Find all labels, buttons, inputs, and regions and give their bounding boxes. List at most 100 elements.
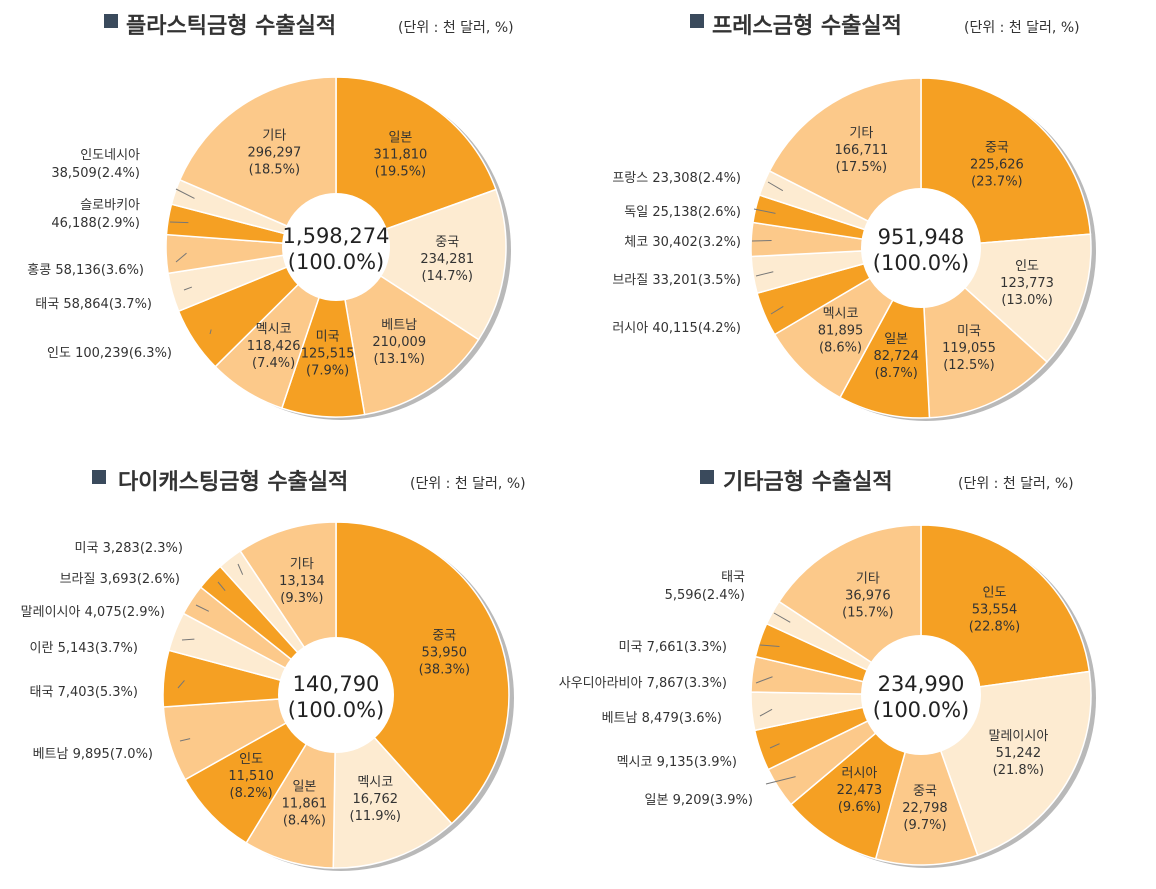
slice-callout: 체코 30,402(3.2%) bbox=[624, 235, 741, 250]
total-percent: (100.0%) bbox=[288, 250, 384, 274]
slice-label-percent: (8.6%) bbox=[819, 341, 862, 356]
slice-label-percent: (18.5%) bbox=[249, 162, 300, 177]
slice-label-percent: (19.5%) bbox=[375, 164, 426, 179]
leader-line bbox=[183, 286, 193, 291]
slice-callout: 일본 9,209(3.9%) bbox=[645, 793, 753, 808]
leader-line bbox=[753, 208, 776, 214]
slice-label-name: 러시아 bbox=[841, 766, 877, 781]
unit-note: (단위 : 천 달러, %) bbox=[964, 20, 1080, 36]
slice-label-value: 210,009 bbox=[372, 335, 426, 350]
slice-label-name: 일본 bbox=[292, 780, 316, 795]
slice-label-percent: (13.1%) bbox=[373, 352, 424, 367]
slice-label-value: 81,895 bbox=[818, 324, 864, 339]
leader-line bbox=[759, 708, 773, 717]
slice-callout-name: 인도네시아 bbox=[80, 148, 140, 163]
slice-label-value: 11,861 bbox=[282, 797, 328, 812]
leader-line bbox=[751, 239, 772, 242]
slice-callout: 프랑스 23,308(2.4%) bbox=[612, 171, 741, 186]
title-bullet-icon bbox=[690, 14, 704, 28]
pie-slice bbox=[335, 76, 497, 249]
slice-label-value: 123,773 bbox=[1000, 276, 1054, 291]
slice-label-name: 미국 bbox=[957, 324, 981, 339]
leader-line bbox=[767, 181, 784, 192]
slice-label-percent: (8.4%) bbox=[283, 814, 326, 829]
leader-line bbox=[175, 188, 195, 199]
slice-label-value: 296,297 bbox=[248, 145, 302, 160]
slice-callout: 태국 58,864(3.7%) bbox=[35, 297, 152, 312]
pie-slice bbox=[874, 692, 979, 866]
slice-label-value: 225,626 bbox=[970, 158, 1024, 173]
title-bullet-icon bbox=[104, 14, 118, 28]
slice-label-value: 13,134 bbox=[279, 574, 325, 589]
slice-label-name: 중국 bbox=[985, 141, 1009, 156]
unit-note: (단위 : 천 달러, %) bbox=[410, 476, 526, 492]
slice-label-name: 멕시코 bbox=[357, 775, 393, 790]
slice-label-percent: (21.8%) bbox=[993, 763, 1044, 778]
slice-label-name: 인도 bbox=[1015, 259, 1039, 274]
leader-line bbox=[181, 638, 195, 641]
slice-label-percent: (9.3%) bbox=[280, 591, 323, 606]
leader-line bbox=[237, 563, 244, 575]
leader-line bbox=[755, 271, 774, 277]
slice-label-name: 기타 bbox=[849, 126, 873, 141]
slice-label-percent: (9.6%) bbox=[838, 800, 881, 815]
slice-label-name: 일본 bbox=[884, 332, 908, 347]
slice-callout: 사우디아라비아 7,867(3.3%) bbox=[559, 676, 727, 691]
pie-center-hole bbox=[861, 188, 981, 308]
slice-label-value: 118,426 bbox=[247, 339, 301, 354]
leader-line bbox=[169, 221, 189, 224]
slice-label-name: 멕시코 bbox=[256, 322, 292, 337]
slice-label-value: 119,055 bbox=[942, 341, 996, 356]
slice-label-value: 311,810 bbox=[374, 147, 428, 162]
pie-center-hole bbox=[278, 637, 394, 753]
slice-label-value: 51,242 bbox=[996, 746, 1042, 761]
unit-note: (단위 : 천 달러, %) bbox=[398, 20, 514, 36]
pie-slice bbox=[334, 188, 507, 341]
slice-label-percent: (12.5%) bbox=[943, 358, 994, 373]
slice-label-value: 16,762 bbox=[353, 792, 399, 807]
slice-callout: 인도 100,239(6.3%) bbox=[47, 346, 172, 361]
leader-line bbox=[759, 644, 780, 648]
slice-callout: 러시아 40,115(4.2%) bbox=[612, 321, 741, 336]
slice-label-name: 중국 bbox=[432, 628, 456, 643]
slice-callout: 미국 7,661(3.3%) bbox=[619, 640, 727, 655]
slice-label-percent: (38.3%) bbox=[419, 662, 470, 677]
slice-label-value: 125,515 bbox=[301, 347, 355, 362]
total-value: 951,948 bbox=[878, 225, 965, 249]
slice-label-percent: (11.9%) bbox=[350, 809, 401, 824]
slice-callout: 미국 3,283(2.3%) bbox=[75, 541, 183, 556]
slice-label-value: 166,711 bbox=[835, 143, 889, 158]
slice-callout: 베트남 8,479(3.6%) bbox=[602, 711, 722, 726]
slice-label-name: 기타 bbox=[262, 128, 286, 143]
slice-label-name: 말레이시아 bbox=[989, 729, 1049, 744]
slice-label-percent: (8.2%) bbox=[230, 786, 273, 801]
pie-slice bbox=[920, 77, 1092, 249]
pie-slice bbox=[334, 245, 480, 416]
slice-label-name: 인도 bbox=[239, 752, 263, 767]
title-bullet-icon bbox=[700, 470, 714, 484]
slice-label-percent: (13.0%) bbox=[1001, 293, 1052, 308]
pie-slice bbox=[335, 521, 510, 825]
slice-callout-name: 태국 bbox=[721, 570, 745, 585]
slice-label-percent: (7.4%) bbox=[252, 356, 295, 371]
slice-label-value: 22,798 bbox=[902, 801, 948, 816]
slice-callout-value: 5,596(2.4%) bbox=[665, 588, 745, 603]
leader-line bbox=[755, 676, 773, 684]
leader-line bbox=[773, 612, 791, 623]
slice-label-name: 중국 bbox=[913, 784, 937, 799]
slice-label-percent: (22.8%) bbox=[969, 620, 1020, 635]
leader-line bbox=[209, 329, 212, 335]
pie-chart-4: 기타금형 수출실적 (단위 : 천 달러, %) 234,990(100.0%) 인도… bbox=[559, 470, 1096, 868]
leader-line bbox=[765, 776, 796, 785]
unit-note: (단위 : 천 달러, %) bbox=[958, 476, 1074, 492]
leader-line bbox=[175, 252, 187, 263]
slice-callout: 말레이시아 4,075(2.9%) bbox=[21, 605, 165, 620]
total-percent: (100.0%) bbox=[873, 251, 969, 275]
slice-callout: 브라질 33,201(3.5%) bbox=[612, 273, 741, 288]
slice-callout-value: 46,188(2.9%) bbox=[51, 216, 140, 231]
slice-label-percent: (7.9%) bbox=[306, 364, 349, 379]
pie-chart-1: 플라스틱금형 수출실적 (단위 : 천 달러, %) 1,598,274(100.0… bbox=[27, 14, 514, 420]
slice-label-name: 기타 bbox=[856, 571, 880, 586]
slice-callout: 이란 5,143(3.7%) bbox=[30, 641, 138, 656]
